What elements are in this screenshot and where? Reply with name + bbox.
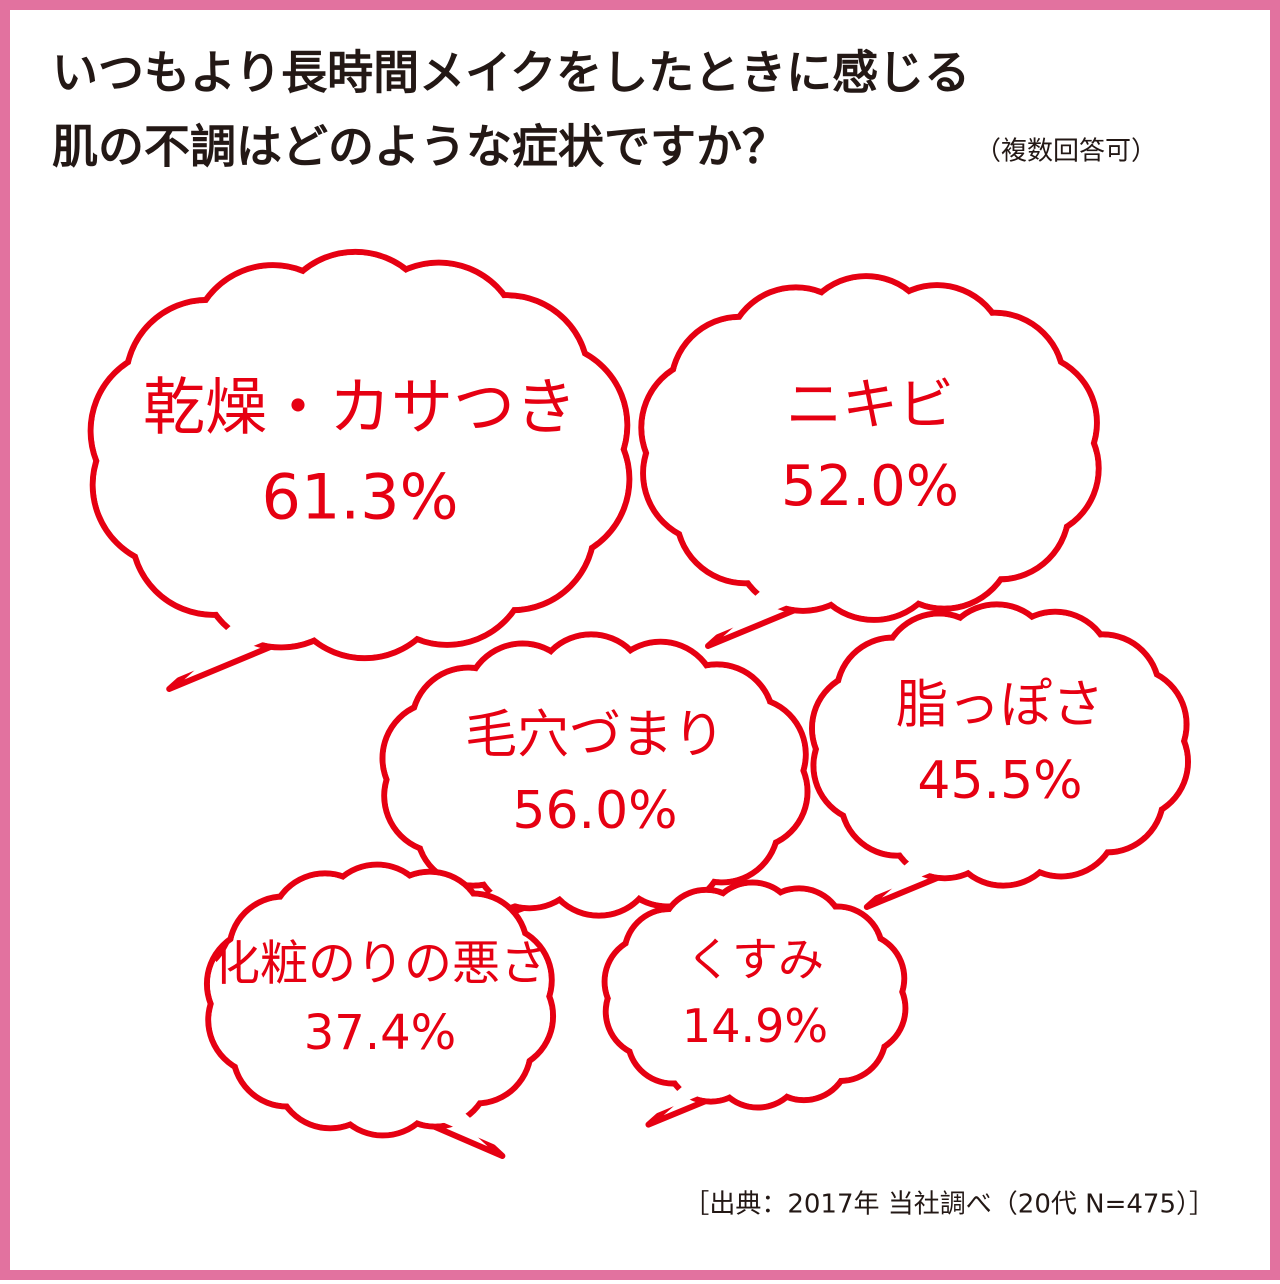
cloud: 毛穴づまり 56.0% bbox=[379, 631, 811, 940]
cloud-fill bbox=[648, 1068, 741, 1117]
cloud-fill bbox=[427, 667, 763, 883]
item-value: 14.9% bbox=[682, 999, 828, 1053]
cloud-fill bbox=[852, 637, 1148, 853]
source: ［出典：2017年 当社調べ（20代 N=475）］ bbox=[683, 1190, 1215, 1220]
cloud-fill bbox=[708, 563, 848, 638]
cloud-fill bbox=[148, 299, 572, 611]
item-label: 乾燥・カサつき bbox=[143, 371, 577, 444]
title-line: いつもより長時間メイクをしたときに感じる bbox=[52, 46, 970, 100]
cloud: 化粧のりの悪さ 37.4% bbox=[203, 861, 557, 1159]
clouds: 乾燥・カサつき 61.3% ニキビ 52.0% 脂っぽさ 45.5% 毛穴づまり 56.0% 化… bbox=[87, 248, 1191, 1159]
cloud-fill bbox=[636, 908, 874, 1082]
cloud-fill bbox=[397, 1089, 503, 1148]
cloud: 乾燥・カサつき 61.3% bbox=[87, 248, 633, 692]
item-value: 52.0% bbox=[781, 454, 959, 519]
item-value: 37.4% bbox=[304, 1005, 456, 1061]
item-value: 45.5% bbox=[917, 751, 1082, 811]
item-label: くすみ bbox=[686, 932, 824, 986]
item-label: 脂っぽさ bbox=[896, 676, 1104, 736]
cloud-fill bbox=[690, 316, 1050, 580]
title-line: 肌の不調はどのような症状ですか？ bbox=[52, 120, 788, 174]
cloud-fill bbox=[244, 896, 516, 1104]
item-value: 61.3% bbox=[262, 461, 459, 534]
item-label: 化粧のりの悪さ bbox=[212, 935, 548, 991]
cloud: 脂っぽさ 45.5% bbox=[809, 601, 1191, 910]
cloud: ニキビ 52.0% bbox=[638, 273, 1102, 649]
note: （複数回答可） bbox=[975, 137, 1157, 167]
item-label: ニキビ bbox=[786, 373, 954, 438]
cloud-fill bbox=[866, 838, 982, 899]
cloud: くすみ 14.9% bbox=[601, 879, 909, 1128]
cloud-fill bbox=[169, 593, 334, 681]
item-value: 56.0% bbox=[512, 781, 677, 841]
item-label: 毛穴づまり bbox=[465, 706, 725, 766]
